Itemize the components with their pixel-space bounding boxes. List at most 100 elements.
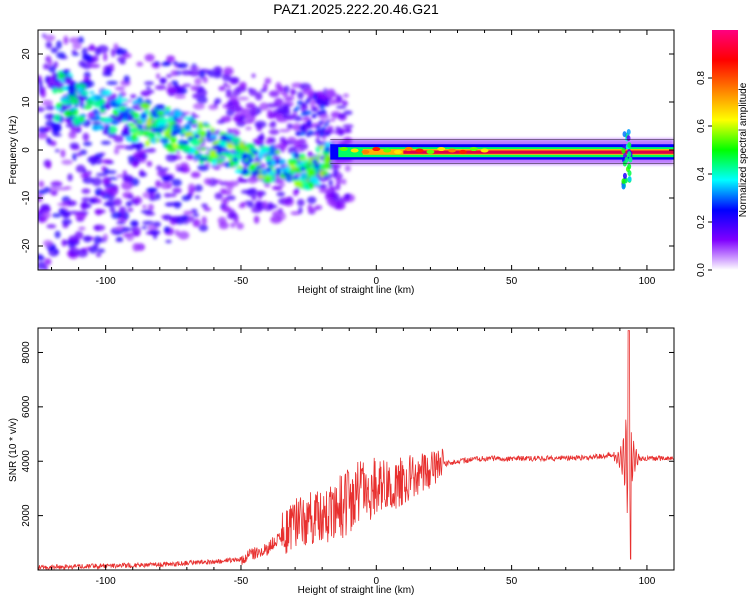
noise-blob [121,181,133,191]
noise-blob [38,180,45,188]
ridge-blob [260,168,268,177]
noise-blob [221,190,233,196]
ridge-blob [322,170,329,176]
noise-blob [68,130,77,139]
colorbar-ticks: 0.0 0.2 0.4 0.6 0.8 [696,71,712,277]
noise-blob [335,105,347,109]
noise-blob [90,198,99,204]
noise-blob [274,97,284,107]
disturbance-blob [627,163,632,170]
noise-blob [254,120,267,129]
noise-blob [44,258,52,266]
ridge-blob [122,98,128,102]
noise-blob [69,247,80,257]
band-knot [383,148,392,153]
noise-blob [167,82,172,88]
noise-blob [127,207,134,212]
noise-blob [248,88,257,96]
noise-blob [38,132,48,139]
ridge-blob [131,100,141,105]
ridge-core [275,171,282,176]
ridge-blob [232,144,241,150]
noise-blob [329,118,336,122]
ridge-blob [70,88,76,93]
ridge-core [176,128,183,133]
x-tick-label: 0 [374,576,380,587]
noise-blob [43,186,51,194]
noise-blob [187,183,196,193]
ridge-blob [238,149,246,154]
ridge-core [244,162,251,167]
band-knot [448,148,457,153]
spike-blob [306,119,312,124]
ridge-blob [93,124,98,131]
spike-blob [306,97,312,102]
ridge-blob [324,156,331,164]
ridge-blob [182,144,192,153]
ridge-blob [121,128,132,135]
band-knot [469,147,478,152]
noise-blob [315,137,320,144]
noise-blob [156,169,168,177]
ridge-blob [265,154,272,162]
noise-blob [39,204,51,213]
y-tick-label: 20 [21,48,32,60]
noise-blob [201,203,208,208]
ridge-blob [199,138,204,143]
noise-blob [50,140,57,147]
noise-blob [154,192,161,200]
ridge-blob [69,97,80,105]
noise-blob [133,196,143,205]
disturbance-blob [624,156,629,163]
noise-blob [126,195,134,199]
noise-blob [51,213,62,218]
noise-blob [81,53,92,61]
noise-blob [223,66,234,76]
noise-blob [196,95,208,104]
noise-blob [38,253,44,260]
noise-blob [125,201,132,207]
spike-blob [304,110,310,115]
y-tick-label: 4000 [21,450,32,473]
ridge-blob [127,122,136,127]
noise-blob [344,165,351,172]
noise-blob [53,61,59,68]
noise-blob [40,89,46,98]
noise-blob [140,90,151,97]
spike-blob [319,132,325,137]
noise-blob [82,235,93,243]
noise-blob [165,239,172,244]
ridge-blob [136,119,143,124]
spectrogram-x-ticks: -100 -50 0 50 100 [51,30,675,287]
ridge-core [247,157,254,162]
noise-blob [283,141,295,145]
noise-blob [257,191,263,200]
noise-blob [335,177,342,185]
spike-blob [321,109,327,114]
ridge-blob [315,146,321,153]
noise-blob [94,153,104,159]
noise-blob [284,108,291,116]
spike-blob [299,126,305,131]
noise-blob [154,85,167,90]
noise-blob [99,190,106,196]
noise-blob [290,87,295,97]
noise-blob [123,75,130,83]
noise-blob [82,132,90,142]
noise-blob [246,203,255,208]
ridge-blob [52,72,59,80]
noise-blob [176,62,189,69]
noise-blob [78,226,86,231]
ridge-blob [184,123,192,130]
ridge-blob [219,131,225,135]
ridge-blob [55,72,67,80]
ridge-blob [155,138,160,143]
ridge-core [299,166,306,171]
band-knot [361,149,370,154]
ridge-core [152,127,159,132]
noise-blob [276,119,288,123]
noise-blob [205,161,211,166]
ridge-blob [89,116,101,121]
ridge-core [275,167,282,172]
noise-blob [79,101,85,107]
